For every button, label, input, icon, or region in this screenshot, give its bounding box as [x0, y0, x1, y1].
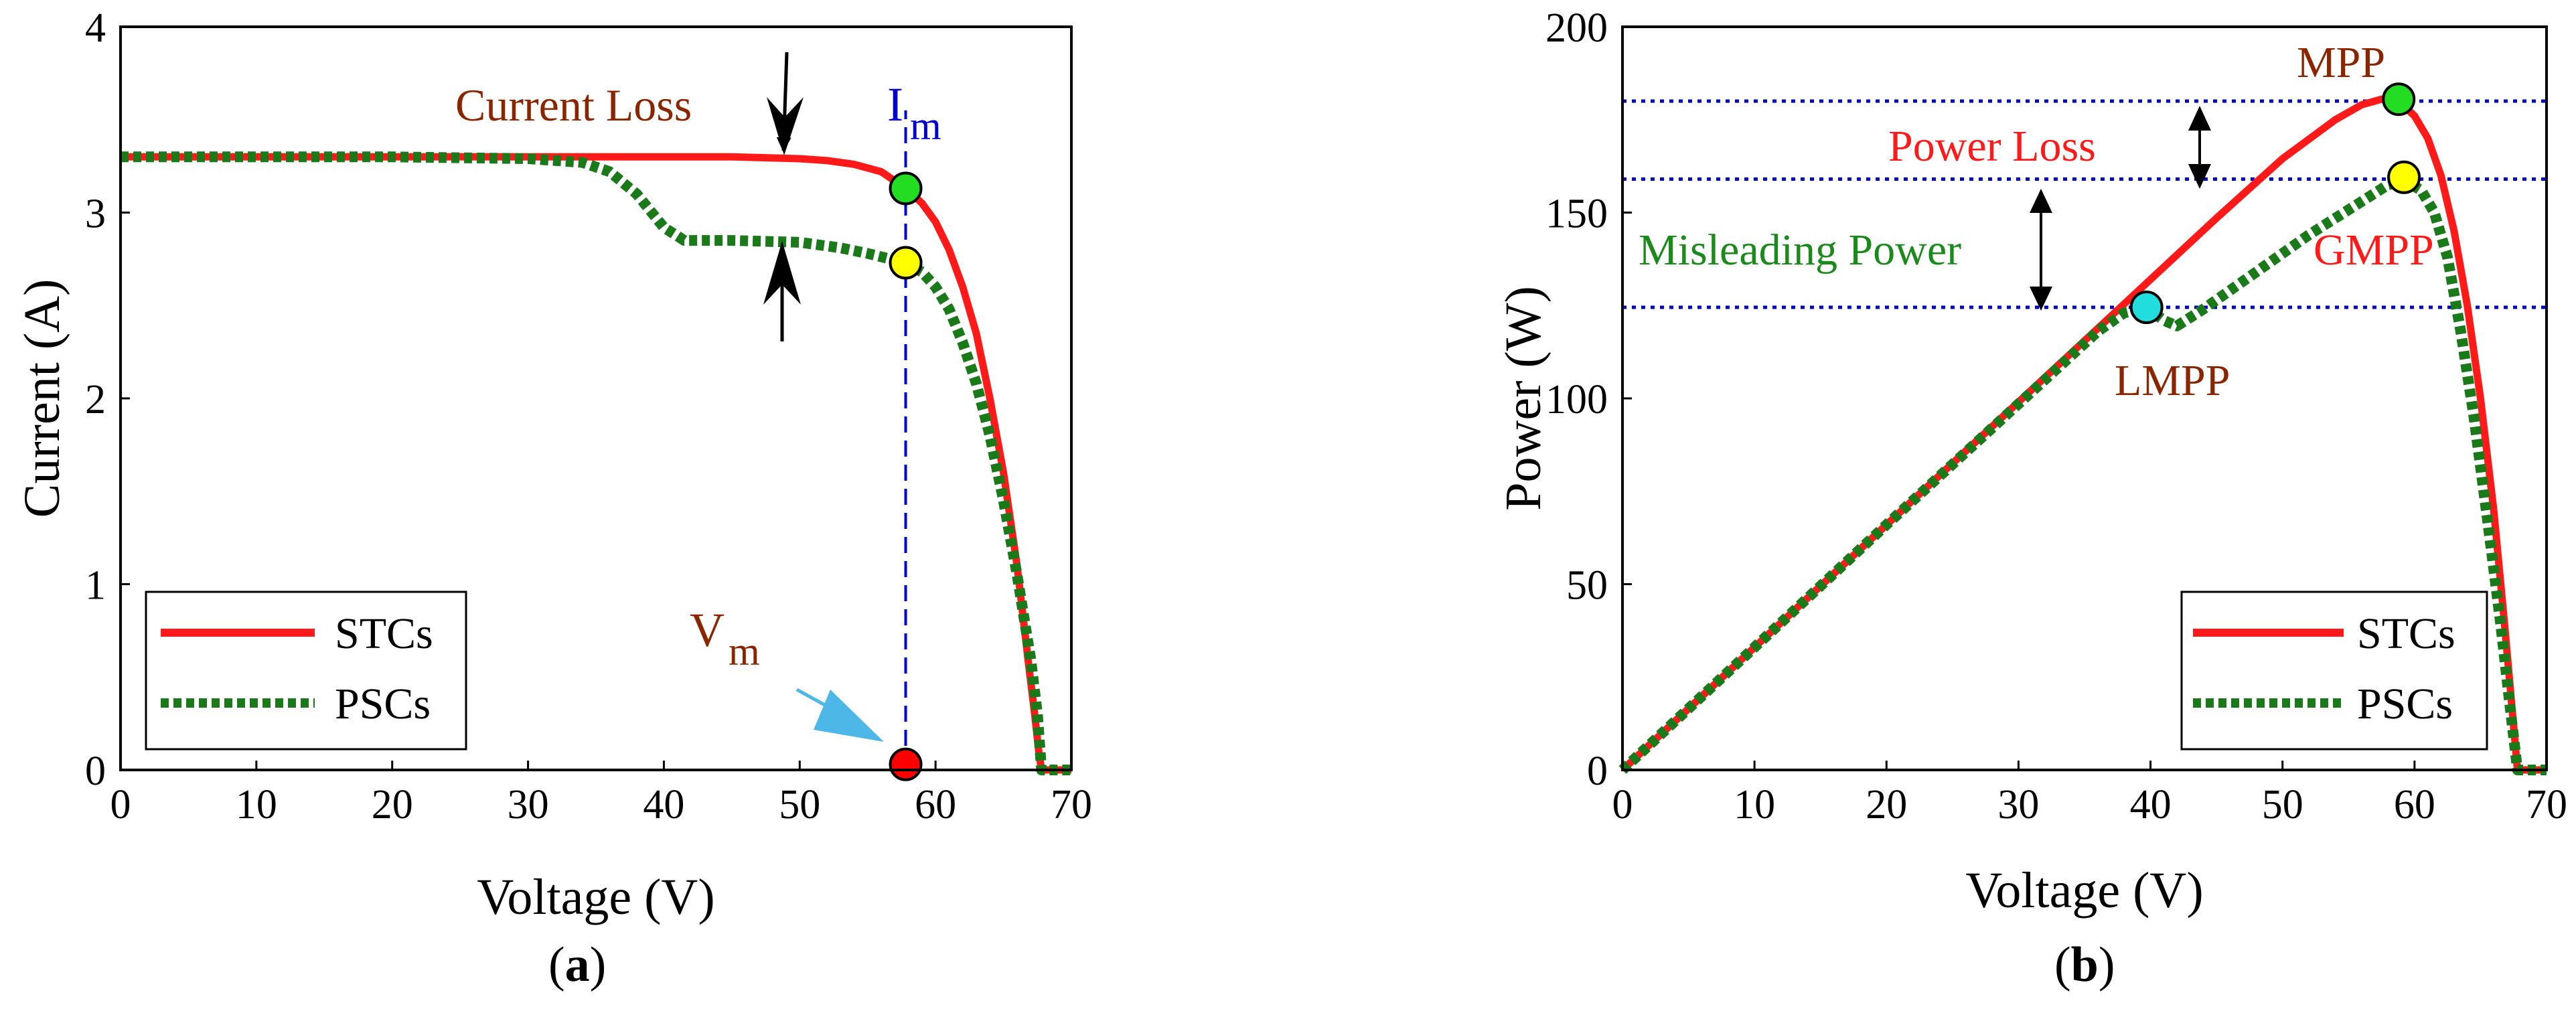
x-tick-label: 30	[1997, 782, 2039, 828]
y-axis-label-b: Power (W)	[1495, 286, 1551, 511]
y-tick-label: 3	[85, 191, 106, 237]
y-ticks-b: 0 50 100 150 200	[1545, 5, 1632, 794]
mpp-label: MPP	[2297, 38, 2385, 87]
x-axis-label-b: Voltage (V)	[1965, 862, 2203, 919]
series-pscs-line	[1618, 175, 2547, 775]
marker-group-a	[889, 171, 923, 781]
current-loss-arrow-up-head	[763, 241, 801, 305]
x-tick-label: 60	[2394, 782, 2435, 828]
legend-a: STCs PSCs	[145, 591, 467, 751]
legend-label-stcs-b: STCs	[2357, 609, 2455, 658]
power-loss-arrow-top	[2188, 106, 2211, 131]
legend-label-stcs: STCs	[335, 609, 433, 658]
x-tick-label: 40	[2130, 782, 2172, 828]
x-ticks-b: 0 10 20 30 40 50 60 70	[1612, 761, 2567, 828]
power-loss-label: Power Loss	[1888, 122, 2096, 171]
x-tick-label: 70	[2526, 782, 2567, 828]
caption-a: (a)	[548, 937, 606, 992]
y-tick-label: 50	[1566, 563, 1608, 609]
x-axis-label-a: Voltage (V)	[477, 869, 714, 925]
series-group-a	[121, 151, 1071, 775]
x-tick-label: 30	[508, 782, 549, 828]
legend-box-a	[145, 591, 467, 751]
operating-point-marker	[2129, 291, 2164, 325]
x-tick-label: 70	[1051, 782, 1092, 828]
y-tick-label: 0	[85, 749, 106, 794]
misleading-power-arrow-top	[2030, 189, 2052, 213]
y-axis-label-a: Current (A)	[14, 279, 70, 518]
y-tick-label: 0	[1587, 749, 1608, 794]
y-tick-label: 200	[1545, 5, 1608, 51]
gmpp-label: GMPP	[2314, 226, 2434, 275]
x-tick-label: 10	[1734, 782, 1775, 828]
y-tick-label: 100	[1545, 377, 1608, 422]
legend-box-b	[2180, 591, 2488, 751]
x-tick-label: 0	[1612, 782, 1633, 828]
x-tick-label: 10	[236, 782, 277, 828]
y-tick-label: 1	[85, 563, 106, 609]
y-tick-label: 2	[85, 377, 106, 422]
x-tick-label: 40	[643, 782, 684, 828]
operating-point-marker	[889, 171, 923, 206]
lmpp-label: LMPP	[2115, 356, 2230, 405]
x-tick-label: 20	[1866, 782, 1907, 828]
misleading-power-arrow-bottom	[2030, 287, 2052, 311]
y-tick-label: 4	[85, 5, 106, 51]
operating-point-marker	[2382, 82, 2416, 116]
x-ticks-a: 0 10 20 30 40 50 60 70	[110, 761, 1092, 828]
panel-b-power-voltage: 0 10 20 30 40 50 60 70 0 50 100 150 200 MPP Power L…	[1495, 5, 2567, 992]
legend-label-pscs: PSCs	[335, 680, 431, 728]
y-ticks-a: 0 1 2 3 4	[85, 5, 130, 794]
current-loss-arrow-down-head	[767, 97, 804, 155]
power-loss-arrow-bottom	[2188, 164, 2211, 189]
x-tick-label: 50	[2262, 782, 2303, 828]
x-tick-label: 20	[372, 782, 413, 828]
caption-b: (b)	[2054, 937, 2115, 992]
vm-pointer-arrow-head	[814, 690, 884, 742]
operating-point-marker	[889, 747, 923, 781]
misleading-power-label: Misleading Power	[1639, 226, 1961, 275]
marker-group-b	[2129, 82, 2421, 325]
legend-label-pscs-b: PSCs	[2357, 680, 2453, 728]
legend-b: STCs PSCs	[2180, 591, 2488, 751]
x-tick-label: 0	[110, 782, 131, 828]
x-tick-label: 50	[779, 782, 820, 828]
x-tick-label: 60	[915, 782, 956, 828]
y-tick-label: 150	[1545, 191, 1608, 237]
operating-point-marker	[2387, 160, 2421, 194]
operating-point-marker	[889, 246, 923, 280]
current-loss-label: Current Loss	[455, 80, 692, 131]
